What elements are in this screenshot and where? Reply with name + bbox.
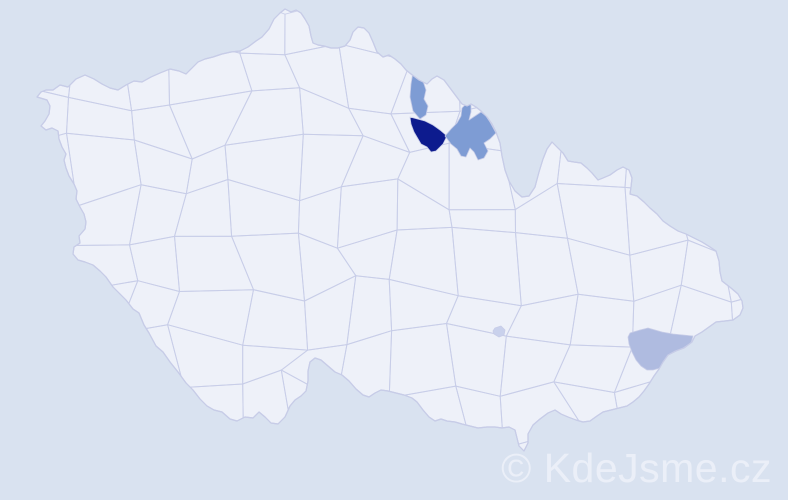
district-north-upper: [409, 71, 429, 120]
district-small-central: [492, 325, 506, 338]
district-north-east: [444, 103, 497, 161]
watermark-text: © KdeJsme.cz: [501, 445, 772, 491]
district-north-dark: [409, 116, 448, 153]
